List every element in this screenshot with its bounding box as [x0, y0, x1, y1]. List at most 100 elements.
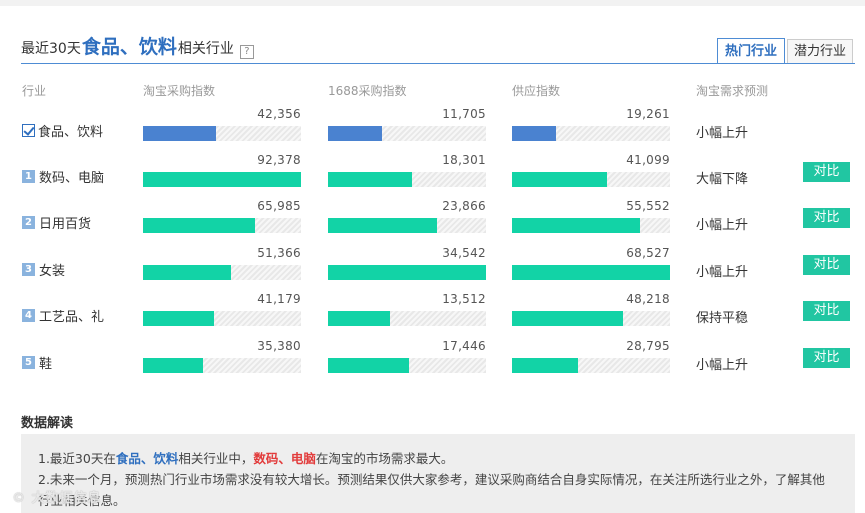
industry-name: 食品、饮料 — [38, 125, 104, 140]
1688-index-bar — [328, 172, 412, 187]
title-prefix: 最近30天 — [21, 41, 81, 57]
1688-index-cell: 17,446 — [328, 339, 486, 373]
supply-index-bar — [512, 265, 670, 280]
taobao-index-bar-track — [143, 265, 301, 280]
taobao-index-bar — [143, 218, 255, 233]
supply-index-bar-track — [512, 126, 670, 141]
supply-index-value: 19,261 — [626, 107, 670, 121]
rank-badge: 2 — [22, 216, 35, 229]
demand-forecast: 小幅上升 — [696, 265, 749, 280]
supply-index-bar-track — [512, 265, 670, 280]
industry-row: 5 鞋 35,380 17,446 28,795 小幅上升 对比 — [0, 339, 865, 385]
taobao-index-value: 51,366 — [257, 246, 301, 260]
supply-index-bar-track — [512, 358, 670, 373]
supply-index-cell: 68,527 — [512, 246, 670, 280]
demand-forecast: 小幅上升 — [696, 358, 749, 373]
supply-index-bar-track — [512, 218, 670, 233]
supply-index-cell: 48,218 — [512, 292, 670, 326]
industry-name: 数码、电脑 — [39, 171, 105, 186]
supply-index-value: 41,099 — [626, 153, 670, 167]
1688-index-bar-track — [328, 218, 486, 233]
industry-row: 2 日用百货 65,985 23,866 55,552 小幅上升 对比 — [0, 199, 865, 245]
industry-panel: 最近30天 食品、饮料 相关行业 ? 热门行业 潜力行业 行业 淘宝采购指数 1… — [0, 6, 865, 513]
rank-badge: 5 — [22, 356, 35, 369]
1688-index-bar — [328, 126, 382, 141]
1688-index-cell: 13,512 — [328, 292, 486, 326]
1688-index-value: 11,705 — [442, 107, 486, 121]
tab-potential-industry[interactable]: 潜力行业 — [787, 39, 853, 63]
tab-hot-industry[interactable]: 热门行业 — [717, 38, 785, 64]
help-icon[interactable]: ? — [239, 45, 254, 59]
taobao-index-bar-track — [143, 126, 301, 141]
header-industry: 行业 — [22, 84, 47, 98]
industry-name-cell: 4 工艺品、礼 — [22, 306, 104, 325]
supply-index-bar-track — [512, 311, 670, 326]
1688-index-bar-track — [328, 172, 486, 187]
header-taobao-index: 淘宝采购指数 — [143, 84, 216, 98]
industry-row: 食品、饮料 42,356 11,705 19,261 小幅上升 — [0, 107, 865, 153]
header-demand-forecast: 淘宝需求预测 — [696, 84, 769, 98]
compare-button[interactable]: 对比 — [803, 208, 850, 228]
supply-index-bar — [512, 126, 556, 141]
interpretation-line-3: 行业相关信息。 — [38, 493, 126, 508]
compare-button[interactable]: 对比 — [803, 255, 850, 275]
taobao-index-bar — [143, 358, 203, 373]
taobao-index-value: 35,380 — [257, 339, 301, 353]
1688-index-cell: 11,705 — [328, 107, 486, 141]
compare-button[interactable]: 对比 — [803, 162, 850, 182]
taobao-index-bar — [143, 311, 214, 326]
tab-divider — [21, 63, 855, 64]
supply-index-value: 48,218 — [626, 292, 670, 306]
rank-badge: 3 — [22, 263, 35, 276]
1688-index-value: 23,866 — [442, 199, 486, 213]
supply-index-bar-track — [512, 172, 670, 187]
compare-button[interactable]: 对比 — [803, 301, 850, 321]
1688-index-bar-track — [328, 358, 486, 373]
industry-name: 日用百货 — [39, 217, 92, 232]
title-suffix: 相关行业 — [177, 41, 234, 57]
1688-index-value: 17,446 — [442, 339, 486, 353]
supply-index-bar — [512, 311, 623, 326]
compare-button[interactable]: 对比 — [803, 348, 850, 368]
demand-forecast: 保持平稳 — [696, 311, 749, 326]
supply-index-cell: 28,795 — [512, 339, 670, 373]
interpretation-line-1: 1.最近30天在食品、饮料相关行业中，数码、电脑在淘宝的市场需求最大。 — [38, 451, 454, 466]
taobao-index-bar — [143, 172, 301, 187]
1688-index-cell: 18,301 — [328, 153, 486, 187]
1688-index-bar — [328, 218, 437, 233]
supply-index-bar — [512, 218, 640, 233]
industry-name-cell: 1 数码、电脑 — [22, 167, 104, 186]
supply-index-cell: 41,099 — [512, 153, 670, 187]
taobao-index-cell: 35,380 — [143, 339, 301, 373]
industry-name-cell: 2 日用百货 — [22, 213, 91, 232]
taobao-index-bar-track — [143, 218, 301, 233]
taobao-index-value: 41,179 — [257, 292, 301, 306]
taobao-index-value: 65,985 — [257, 199, 301, 213]
1688-index-bar-track — [328, 311, 486, 326]
industry-name: 女装 — [39, 264, 66, 279]
demand-forecast: 小幅上升 — [696, 126, 749, 141]
1688-index-bar-track — [328, 126, 486, 141]
watermark: © 大数据信息 — [12, 491, 102, 506]
1688-index-bar — [328, 358, 409, 373]
industry-row: 3 女装 51,366 34,542 68,527 小幅上升 对比 — [0, 246, 865, 292]
interpretation-box: 1.最近30天在食品、饮料相关行业中，数码、电脑在淘宝的市场需求最大。 2.未来… — [21, 434, 855, 513]
1688-index-cell: 23,866 — [328, 199, 486, 233]
taobao-index-cell: 42,356 — [143, 107, 301, 141]
panel-title: 最近30天 食品、饮料 相关行业 ? — [21, 32, 254, 59]
supply-index-cell: 55,552 — [512, 199, 670, 233]
1688-index-bar-track — [328, 265, 486, 280]
taobao-index-cell: 41,179 — [143, 292, 301, 326]
industry-row: 4 工艺品、礼 41,179 13,512 48,218 保持平稳 对比 — [0, 292, 865, 338]
industry-name: 鞋 — [39, 357, 53, 372]
title-highlight: 食品、饮料 — [81, 36, 177, 58]
taobao-index-cell: 51,366 — [143, 246, 301, 280]
industry-name-cell: 食品、饮料 — [22, 121, 103, 140]
rank-badge: 4 — [22, 309, 35, 322]
supply-index-bar — [512, 172, 607, 187]
taobao-index-value: 42,356 — [257, 107, 301, 121]
1688-index-value: 13,512 — [442, 292, 486, 306]
checkbox-checked-icon[interactable] — [22, 124, 35, 137]
taobao-index-cell: 65,985 — [143, 199, 301, 233]
